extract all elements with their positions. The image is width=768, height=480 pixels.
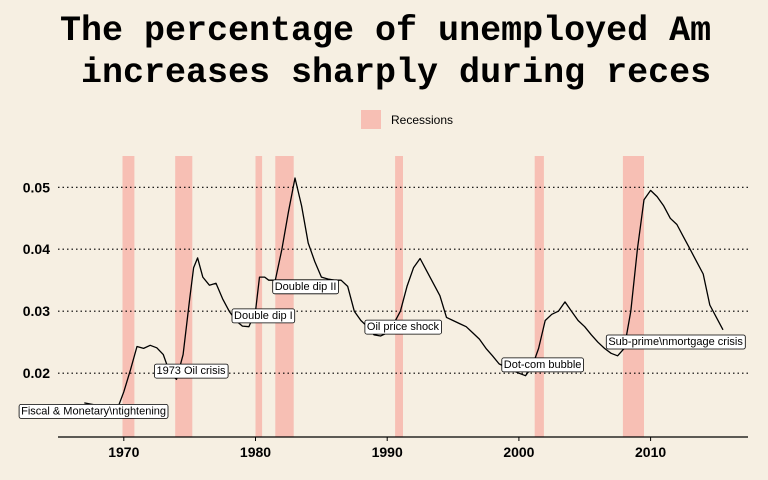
- legend: Recessions: [361, 110, 453, 129]
- x-tick-label-0: 1970: [108, 444, 139, 460]
- recession-band-2: [255, 156, 263, 437]
- series-line-0: [84, 177, 724, 412]
- x-tick-label-4: 2010: [635, 444, 666, 460]
- annotation-box: [605, 334, 746, 350]
- annotation-2: Double dip I: [231, 308, 296, 324]
- recession-band-3: [275, 156, 294, 437]
- annotations: Fiscal & Monetary\ntightening 1973 Oil cr…: [18, 279, 746, 419]
- annotation-label: Sub-prime\nmortgage crisis: [608, 336, 743, 348]
- annotation-box: [18, 403, 169, 419]
- annotation-4: Oil price shock: [364, 319, 442, 335]
- annotation-label: Double dip II: [275, 281, 337, 293]
- y-tick-label-2: 0.04: [23, 241, 50, 257]
- chart-title-line-2: increases sharply during reces: [81, 53, 711, 93]
- series-lines: [84, 177, 724, 412]
- annotation-label: Dot-com bubble: [504, 359, 582, 371]
- recession-band-5: [534, 156, 544, 437]
- annotation-1: 1973 Oil crisis: [154, 363, 229, 379]
- y-tick-label-1: 0.03: [23, 303, 50, 319]
- x-tick-label-3: 2000: [503, 444, 534, 460]
- annotation-3: Double dip II: [272, 279, 339, 295]
- annotation-label: Double dip I: [234, 310, 293, 322]
- annotation-box: [231, 308, 296, 324]
- recession-band-0: [122, 156, 135, 437]
- legend-label-recessions: Recessions: [391, 113, 453, 127]
- annotation-6: Sub-prime\nmortgage crisis: [605, 334, 746, 350]
- annotation-box: [501, 357, 584, 373]
- annotation-box: [154, 363, 229, 379]
- annotation-box: [364, 319, 442, 335]
- x-tick-label-2: 1990: [372, 444, 403, 460]
- recession-band-4: [395, 156, 403, 437]
- legend-swatch-recessions: [361, 110, 381, 129]
- chart-title-line-1: The percentage of unemployed Am: [60, 11, 711, 51]
- annotation-label: Oil price shock: [367, 321, 440, 333]
- y-tick-label-3: 0.05: [23, 179, 50, 195]
- x-axis-ticks: 1970 1980 1990 2000 2010: [108, 437, 666, 460]
- annotation-label: 1973 Oil crisis: [156, 365, 226, 377]
- x-tick-label-1: 1980: [240, 444, 271, 460]
- recession-band-6: [622, 156, 644, 437]
- annotation-box: [272, 279, 339, 295]
- y-axis-ticks: 0.02 0.03 0.04 0.05: [23, 179, 50, 381]
- annotation-5: Dot-com bubble: [501, 357, 584, 373]
- annotation-0: Fiscal & Monetary\ntightening: [18, 403, 169, 419]
- y-tick-label-0: 0.02: [23, 365, 50, 381]
- annotation-label: Fiscal & Monetary\ntightening: [21, 405, 166, 417]
